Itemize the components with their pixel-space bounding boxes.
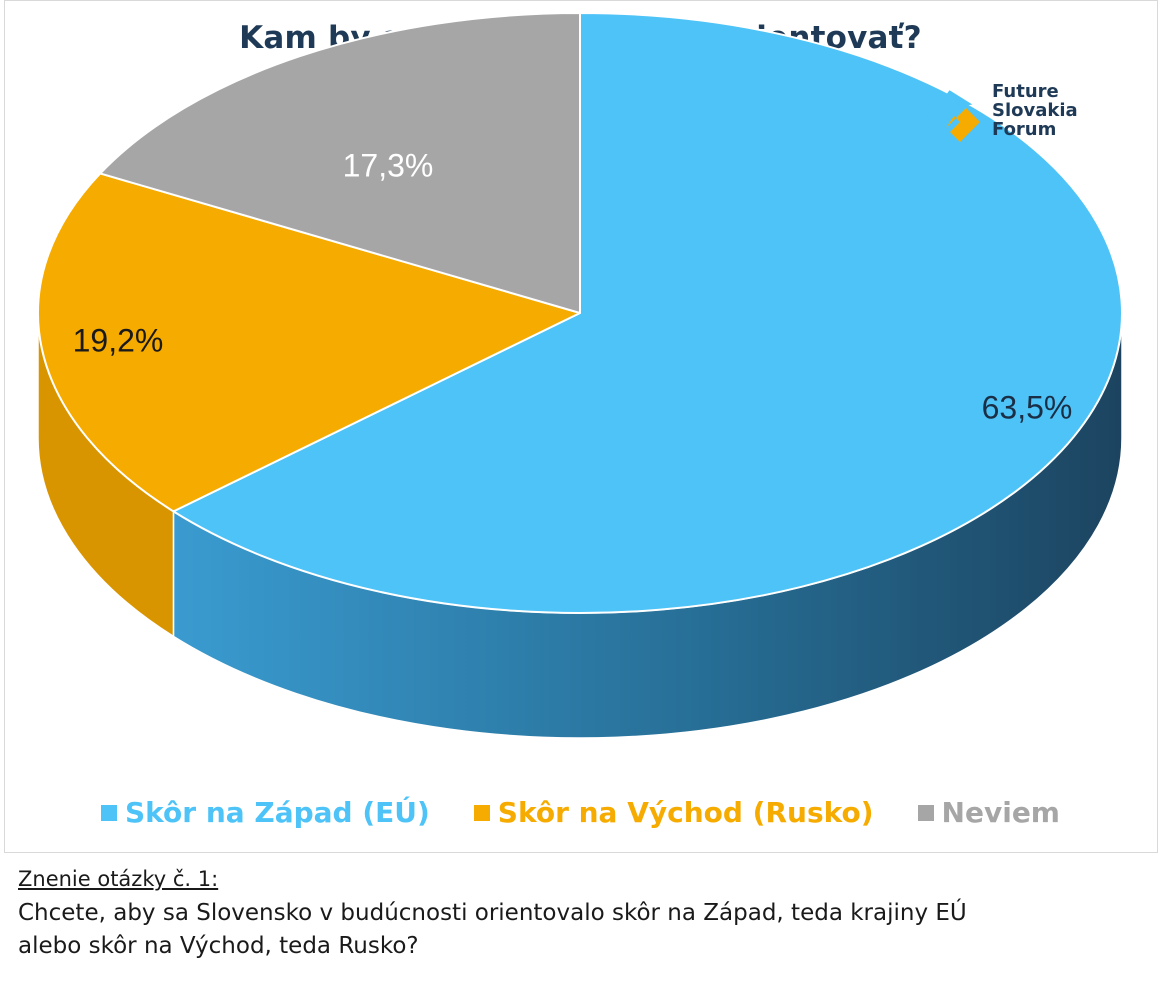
pie-slice-0	[172, 12, 1123, 614]
question-footer: Znenie otázky č. 1: Chcete, aby sa Slove…	[18, 867, 1148, 963]
legend-label-west: Skôr na Západ (EÚ)	[125, 796, 430, 829]
legend-swatch-west	[101, 804, 117, 821]
chart-legend: Skôr na Západ (EÚ) Skôr na Východ (Rusko…	[0, 796, 1161, 829]
pie-slice-2	[99, 12, 581, 314]
legend-item-west: Skôr na Západ (EÚ)	[101, 796, 430, 829]
legend-item-east: Skôr na Východ (Rusko)	[473, 796, 874, 829]
legend-label-east: Skôr na Východ (Rusko)	[497, 796, 874, 829]
pie-label-2: 17,3%	[343, 147, 434, 183]
legend-swatch-east	[473, 804, 490, 821]
pie-label-0: 63,5%	[982, 389, 1073, 425]
brand-logo: Future Slovakia Forum	[924, 80, 1124, 150]
legend-swatch-dontknow	[917, 804, 934, 821]
question-text: Chcete, aby sa Slovensko v budúcnosti or…	[18, 897, 1148, 963]
logo-mark-icon	[926, 90, 980, 142]
question-line-1: Chcete, aby sa Slovensko v budúcnosti or…	[18, 900, 967, 926]
logo-line-1: Future	[992, 81, 1059, 102]
logo-text: Future Slovakia Forum	[992, 82, 1078, 139]
pie-slice-1	[37, 172, 581, 513]
pie-label-1: 19,2%	[73, 322, 164, 358]
logo-line-2: Slovakia	[992, 100, 1078, 121]
legend-item-dontknow: Neviem	[917, 796, 1060, 829]
legend-label-dontknow: Neviem	[941, 796, 1060, 829]
logo-line-3: Forum	[992, 119, 1057, 140]
question-line-2: alebo skôr na Východ, teda Rusko?	[18, 933, 419, 959]
question-heading: Znenie otázky č. 1:	[18, 867, 219, 891]
pie-chart: 63,5% 19,2% 17,3%	[37, 12, 1123, 739]
